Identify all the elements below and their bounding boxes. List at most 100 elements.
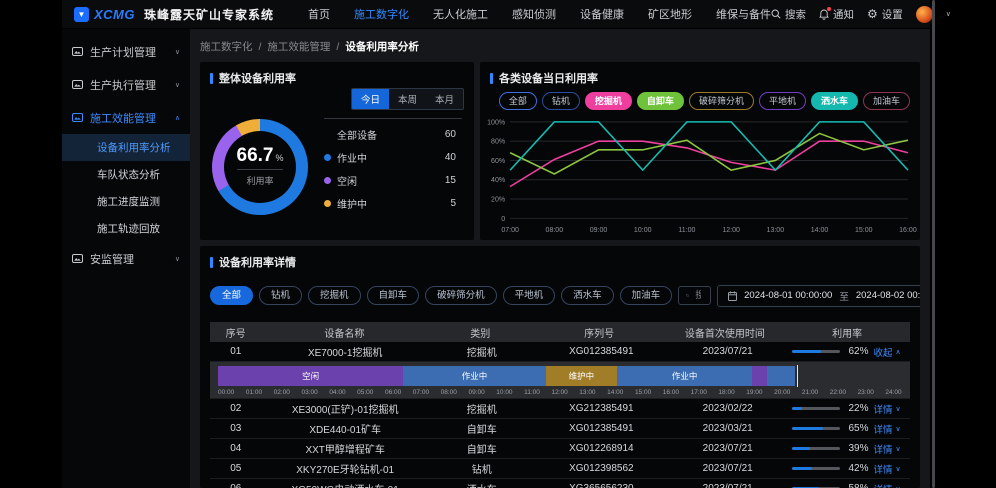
sidebar-subitem[interactable]: 施工进度监测 bbox=[97, 196, 160, 208]
breadcrumb-item[interactable]: 施工数字化 bbox=[200, 41, 253, 53]
breadcrumb-separator: / bbox=[258, 40, 262, 53]
table-cell: 06 bbox=[210, 483, 262, 488]
timeline-tick-label: 18:00 bbox=[718, 389, 735, 396]
sidebar-item[interactable]: 安监管理 ∨ bbox=[62, 242, 190, 275]
notifications-button[interactable]: 通知 bbox=[819, 6, 855, 22]
filter-pill[interactable]: 平地机 bbox=[502, 285, 556, 306]
table-cell: XG012398562 bbox=[569, 463, 634, 474]
topnav-item[interactable]: 维保与备件 bbox=[716, 9, 772, 21]
timeline-segment-label: 作业中 bbox=[671, 371, 698, 381]
topnav-item[interactable]: 感知侦测 bbox=[512, 9, 557, 21]
collapse-link[interactable]: 收起 ∧ bbox=[874, 345, 901, 359]
svg-text:13:00: 13:00 bbox=[767, 227, 785, 234]
table-cell: XE3000(正铲)-01挖掘机 bbox=[291, 405, 399, 416]
filter-pill[interactable]: 加油车 bbox=[619, 285, 673, 306]
table-cell: 2023/07/21 bbox=[702, 463, 753, 474]
column-header: 设备首次使用时间 bbox=[684, 328, 765, 340]
category-filters: 全部 钻机 挖掘机 自卸车 破碎筛分机 平地机 洒水车 加油车 bbox=[210, 285, 673, 306]
app-window: ▼ XCMG 珠峰露天矿山专家系统 首页 施工数字化 无人化施工 感知侦测 设备健康 矿区… bbox=[62, 0, 951, 488]
legend-pill[interactable]: 挖掘机 bbox=[584, 92, 632, 110]
stat-value: 5 bbox=[450, 198, 456, 209]
tab-period[interactable]: 本周 bbox=[388, 89, 426, 109]
table-cell: XG012385491 bbox=[569, 346, 634, 357]
filter-pill[interactable]: 挖掘机 bbox=[308, 285, 361, 306]
search-box[interactable] bbox=[678, 286, 712, 305]
date-to: 2024-08-02 00:00:00 bbox=[855, 290, 920, 301]
period-tabs: 今日 本周 本月 bbox=[350, 88, 464, 110]
filter-pill[interactable]: 破碎筛分机 bbox=[425, 285, 497, 306]
details-link[interactable]: 详情∨ bbox=[874, 442, 901, 456]
card-title: 各类设备当日利用率 bbox=[499, 73, 598, 85]
filter-pill[interactable]: 洒水车 bbox=[561, 285, 614, 306]
timeline-segment: 空闲 bbox=[218, 366, 404, 386]
chevron-up-icon: ∧ bbox=[174, 114, 180, 122]
chevron-down-icon: ∨ bbox=[174, 48, 180, 56]
topnav-item[interactable]: 首页 bbox=[308, 9, 331, 21]
settings-button[interactable]: ⚙ 设置 bbox=[867, 7, 903, 22]
table-row: 02 XE3000(正铲)-01挖掘机 挖掘机 XG212385491 2023/02/… bbox=[210, 399, 910, 419]
card-header: 各类设备当日利用率 bbox=[480, 62, 920, 89]
timeline-tick-label: 06:00 bbox=[384, 389, 402, 396]
timeline-tick-label: 02:00 bbox=[273, 389, 290, 396]
sidebar-item[interactable]: 施工效能管理 ∧ bbox=[62, 101, 190, 134]
legend-pill[interactable]: 破碎筛分机 bbox=[688, 92, 754, 110]
sidebar-subitem[interactable]: 设备利用率分析 bbox=[62, 134, 190, 161]
details-link[interactable]: 详情∨ bbox=[874, 462, 901, 476]
utilization-cell: 42% 详情 ∨ bbox=[788, 462, 911, 476]
search-label: 搜索 bbox=[785, 8, 807, 21]
scrollbar[interactable] bbox=[932, 0, 935, 488]
filter-pill[interactable]: 钻机 bbox=[259, 285, 303, 306]
topnav-item[interactable]: 设备健康 bbox=[580, 9, 625, 21]
legend-pill[interactable]: 全部 bbox=[498, 92, 537, 110]
topnav-item[interactable]: 无人化施工 bbox=[433, 9, 489, 21]
table-cell: 挖掘机 bbox=[466, 405, 497, 416]
topnav-item[interactable]: 矿区地形 bbox=[648, 9, 693, 21]
search-input[interactable] bbox=[693, 289, 704, 302]
utilization-cell: 22% 详情 ∨ bbox=[788, 402, 911, 416]
topbar-actions: 搜索 通知 ⚙ 设置 ∨ bbox=[771, 5, 951, 23]
progress-fill bbox=[791, 447, 811, 450]
utilization-value: 65% bbox=[848, 423, 869, 434]
filter-pill[interactable]: 全部 bbox=[210, 285, 254, 306]
tab-period[interactable]: 本月 bbox=[425, 89, 463, 109]
legend-pill[interactable]: 加油车 bbox=[862, 92, 910, 110]
table-cell: XG012268914 bbox=[569, 443, 634, 454]
details-link[interactable]: 详情∨ bbox=[874, 422, 901, 436]
sidebar: 生产计划管理 ∨ 生产执行管理 ∨ 施工效能管理 ∧ 设备利用率分析车队状态分析 施工进度监测… bbox=[62, 29, 190, 488]
details-link[interactable]: 详情∨ bbox=[874, 402, 901, 416]
date-range-picker[interactable]: 2024-08-01 00:00:00 至 2024-08-02 00:00:0… bbox=[717, 284, 920, 307]
gear-icon: ⚙ bbox=[867, 7, 878, 21]
breadcrumb-separator: / bbox=[336, 40, 340, 53]
tab-period[interactable]: 今日 bbox=[351, 89, 389, 109]
search-button[interactable]: 搜索 bbox=[771, 7, 806, 22]
notifications-label: 通知 bbox=[833, 8, 855, 21]
utilization-value: 39% bbox=[848, 443, 869, 454]
column-header: 类别 bbox=[470, 328, 491, 340]
card-header: 整体设备利用率 bbox=[200, 62, 474, 89]
breadcrumb-item[interactable]: 施工效能管理 bbox=[267, 41, 331, 53]
filter-pill[interactable]: 自卸车 bbox=[366, 285, 420, 306]
svg-text:20%: 20% bbox=[491, 196, 505, 203]
sidebar-subitem[interactable]: 车队状态分析 bbox=[97, 169, 160, 181]
legend-pill[interactable]: 洒水车 bbox=[810, 92, 858, 110]
legend-pill[interactable]: 钻机 bbox=[541, 92, 580, 110]
timeline-tick-label: 15:00 bbox=[634, 389, 652, 396]
details-link[interactable]: 详情∨ bbox=[874, 482, 901, 488]
card-title: 设备利用率详情 bbox=[219, 257, 296, 269]
legend-pill[interactable]: 自卸车 bbox=[636, 92, 684, 110]
chevron-down-icon[interactable]: ∨ bbox=[945, 11, 951, 18]
timeline-tick-label: 09:00 bbox=[468, 389, 485, 396]
topnav-item[interactable]: 施工数字化 bbox=[354, 9, 410, 21]
category-legend: 全部 钻机 挖掘机 自卸车 破碎筛分机 平地机 洒水车 加油车 bbox=[480, 89, 920, 114]
progress-fill bbox=[791, 427, 823, 430]
timeline-bar: 空闲 作业中 维护中 作业中 bbox=[218, 365, 902, 387]
module-icon bbox=[72, 254, 83, 263]
svg-text:100%: 100% bbox=[487, 119, 505, 126]
sidebar-item[interactable]: 生产执行管理 ∨ bbox=[62, 68, 190, 101]
sidebar-subitem[interactable]: 施工轨迹回放 bbox=[97, 223, 160, 235]
legend-pill[interactable]: 平地机 bbox=[758, 92, 806, 110]
avatar[interactable] bbox=[915, 5, 933, 23]
search-icon bbox=[771, 9, 781, 19]
stat-label: 全部设备 bbox=[337, 131, 377, 142]
sidebar-item[interactable]: 生产计划管理 ∨ bbox=[62, 35, 190, 68]
